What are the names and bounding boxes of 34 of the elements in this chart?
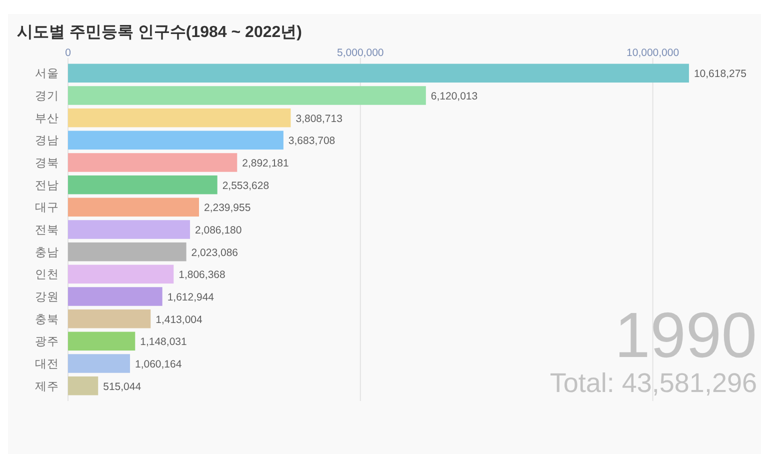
y-tick-label: 부산 — [35, 112, 59, 125]
data-label: 2,023,086 — [191, 246, 238, 259]
data-label: 3,808,713 — [296, 112, 342, 125]
data-label: 2,086,180 — [195, 224, 242, 236]
y-tick-label: 경기 — [35, 90, 59, 102]
y-tick-label: 전남 — [35, 180, 59, 192]
data-label: 515,044 — [103, 380, 142, 393]
y-tick-label: 대구 — [35, 202, 59, 214]
data-label: 2,239,955 — [204, 202, 251, 214]
y-tick-label: 경남 — [35, 135, 59, 148]
title: 시도별 주민등록 인구수(1984 ~ 2022년) — [17, 24, 302, 41]
data-label: 6,120,013 — [430, 90, 478, 102]
data-label: 2,553,628 — [222, 180, 270, 192]
data-label: 1,060,164 — [135, 358, 182, 370]
x-tick-label: 10,000,000 — [626, 47, 680, 59]
y-tick-label: 서울 — [35, 68, 59, 80]
y-tick-label: 인천 — [35, 269, 59, 282]
y-tick-label: 대전 — [35, 358, 59, 370]
y-tick-label: 광주 — [35, 336, 59, 348]
y-tick-label: 제주 — [35, 380, 59, 393]
data-label: 1,612,944 — [167, 292, 214, 304]
data-label: 10,618,275 — [694, 68, 747, 80]
x-tick-label: 5,000,000 — [337, 47, 384, 59]
x-tick-label: 0 — [65, 47, 72, 59]
data-label: 1,413,004 — [156, 314, 202, 326]
y-tick-label: 충북 — [35, 312, 59, 326]
y-tick-label: 전북 — [35, 224, 59, 236]
data-label: 2,892,181 — [242, 158, 289, 170]
y-tick-label: 강원 — [35, 292, 59, 304]
data-label: 3,683,708 — [288, 135, 336, 148]
data-label: 1,148,031 — [140, 336, 187, 348]
data-label: 1,806,368 — [178, 269, 226, 282]
y-tick-label: 경북 — [35, 158, 59, 170]
y-tick-label: 충남 — [35, 246, 59, 259]
